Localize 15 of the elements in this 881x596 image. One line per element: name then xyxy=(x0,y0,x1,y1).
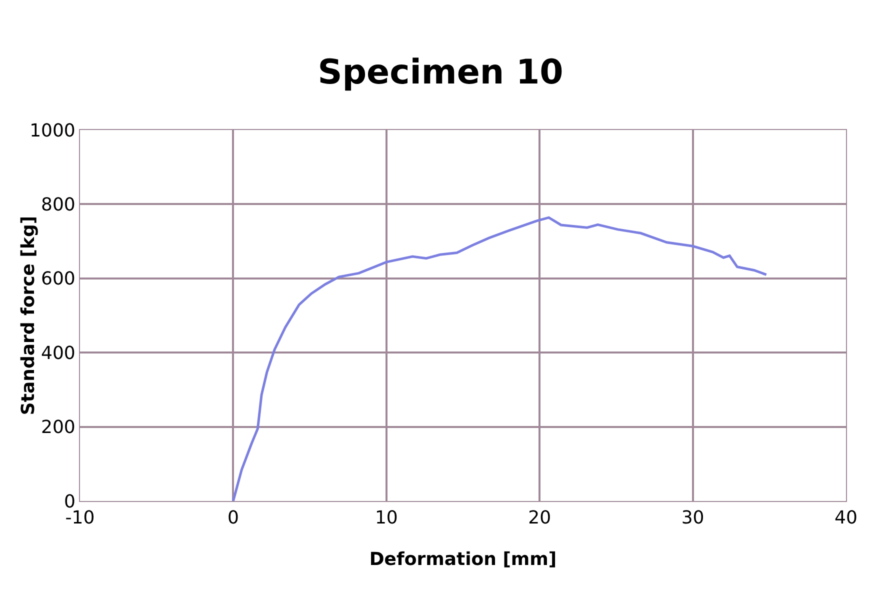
x-tick-label: 10 xyxy=(374,508,398,529)
y-tick-label: 600 xyxy=(41,268,76,290)
y-axis-title: Standard force [kg] xyxy=(18,216,39,416)
y-tick-label: 200 xyxy=(41,417,76,438)
x-axis-title: Deformation [mm] xyxy=(369,549,557,570)
x-tick-label: -10 xyxy=(65,508,95,529)
x-tick-label: 40 xyxy=(834,508,858,529)
chart-title: Specimen 10 xyxy=(318,52,564,92)
y-tick-label: 400 xyxy=(41,342,76,364)
x-tick-label: 0 xyxy=(227,508,239,529)
y-tick-label: 800 xyxy=(41,194,76,216)
line-series xyxy=(232,216,768,501)
x-tick-label: 20 xyxy=(528,508,552,529)
x-tick-label: 30 xyxy=(681,508,704,529)
y-tick-label: 1000 xyxy=(30,120,76,142)
